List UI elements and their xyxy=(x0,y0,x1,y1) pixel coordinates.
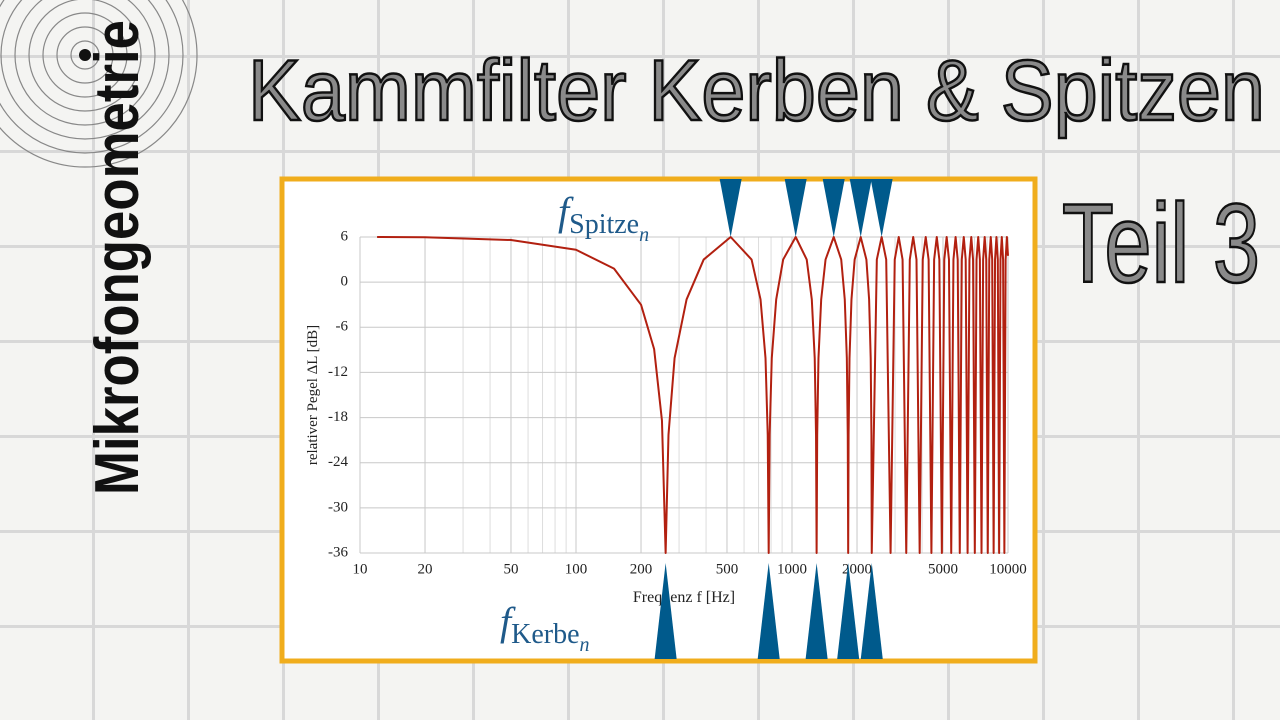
y-tick-label: -6 xyxy=(336,319,349,335)
y-tick-label: 0 xyxy=(341,274,349,290)
x-tick-label: 200 xyxy=(630,561,653,577)
x-tick-label: 1000 xyxy=(777,561,807,577)
peak-marker xyxy=(784,179,807,237)
x-tick-label: 100 xyxy=(565,561,588,577)
notch-marker xyxy=(757,563,780,659)
x-tick-label: 2000 xyxy=(842,561,872,577)
y-axis-label: relativer Pegel ΔL [dB] xyxy=(305,325,321,465)
peak-subscript: Spitze xyxy=(569,209,639,240)
notch-marker xyxy=(654,563,677,659)
x-tick-label: 500 xyxy=(716,561,739,577)
notch-subscript: Kerbe xyxy=(511,619,579,650)
notch-index: n xyxy=(580,634,590,656)
y-tick-label: -30 xyxy=(328,499,348,515)
y-tick-label: -24 xyxy=(328,454,348,470)
x-tick-label: 20 xyxy=(418,561,433,577)
y-tick-label: -12 xyxy=(328,364,348,380)
logo-rings xyxy=(0,0,198,168)
x-tick-label: 5000 xyxy=(928,561,958,577)
x-tick-label: 10 xyxy=(353,561,368,577)
title: Kammfilter Kerben & Spitzen xyxy=(248,43,1265,139)
plot: 10 20 50 100 200 500 1000 2000 5000 10000 -36 -30 -2… xyxy=(328,228,1027,577)
peak-label: fSpitzen xyxy=(558,189,649,246)
notch-label: fKerben xyxy=(500,599,590,656)
peak-index: n xyxy=(639,224,649,246)
x-tick-label: 50 xyxy=(503,561,518,577)
y-tick-label: 6 xyxy=(341,228,349,244)
y-tick-label: -18 xyxy=(328,409,348,425)
x-tick-label: 10000 xyxy=(989,561,1027,577)
peak-marker xyxy=(822,179,845,237)
notch-marker xyxy=(860,563,883,659)
y-tick-label: -36 xyxy=(328,544,348,560)
peak-marker xyxy=(719,179,742,237)
channel-name: Mikrofongeometrie xyxy=(83,20,152,495)
peak-marker xyxy=(870,179,893,237)
peak-marker xyxy=(849,179,872,237)
response-curve xyxy=(377,236,1009,554)
notch-marker xyxy=(837,563,860,659)
subtitle: Teil 3 xyxy=(1062,181,1260,306)
x-axis-label: Frequenz f [Hz] xyxy=(633,589,735,606)
notch-marker xyxy=(805,563,828,659)
